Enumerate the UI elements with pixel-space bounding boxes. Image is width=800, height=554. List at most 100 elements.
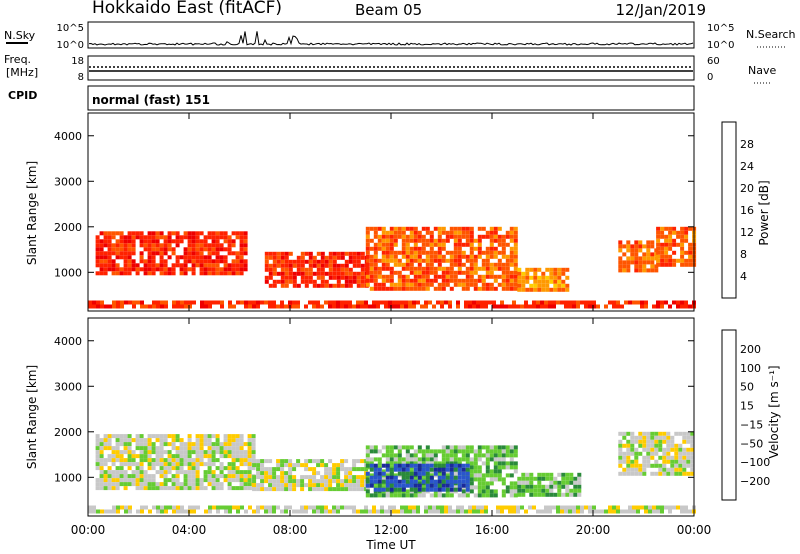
power-cell (618, 256, 623, 261)
power-cell (528, 304, 532, 309)
velocity-cell (292, 509, 296, 514)
power-cell (320, 251, 325, 256)
power-cell (276, 304, 280, 309)
power-cell (501, 254, 506, 259)
power-cell (592, 300, 596, 305)
velocity-cell (139, 450, 144, 455)
velocity-cell (413, 461, 418, 466)
velocity-cell (360, 487, 365, 492)
velocity-cell (377, 475, 382, 480)
velocity-cell (247, 482, 252, 487)
velocity-cell (127, 450, 132, 455)
nsearch-tick-bottom: 10^0 (707, 40, 734, 51)
velocity-cell (332, 475, 337, 480)
velocity-cell (365, 483, 370, 488)
velocity-cell (678, 431, 683, 436)
velocity-cell (183, 446, 188, 451)
power-cell (660, 258, 665, 263)
velocity-cell (413, 463, 418, 468)
power-cell (497, 250, 502, 255)
velocity-cell (199, 486, 204, 491)
velocity-cell (421, 453, 426, 458)
power-cell (115, 251, 120, 256)
velocity-cell (139, 474, 144, 479)
velocity-cell (175, 462, 180, 467)
x-tick-label: 16:00 (475, 523, 510, 537)
power-cell (156, 300, 160, 305)
velocity-cell (215, 474, 220, 479)
velocity-cell (670, 443, 675, 448)
power-cell (304, 251, 309, 256)
velocity-colorbar-tick: 50 (740, 381, 754, 394)
power-cell (167, 271, 172, 276)
velocity-cell (107, 446, 112, 451)
velocity-cell (670, 435, 675, 440)
velocity-cell (123, 442, 128, 447)
velocity-cell (626, 443, 631, 448)
velocity-cell (377, 487, 382, 492)
velocity-cell (231, 478, 236, 483)
velocity-cell (461, 445, 466, 450)
velocity-cell (308, 483, 313, 488)
velocity-cell (252, 475, 257, 480)
velocity-cell (139, 482, 144, 487)
power-cell (215, 251, 220, 256)
velocity-cell (401, 483, 406, 488)
power-cell (489, 254, 494, 259)
velocity-cell (163, 486, 168, 491)
power-cell (296, 283, 301, 288)
velocity-cell (401, 461, 406, 466)
power-cell (143, 235, 148, 240)
power-cell (296, 259, 301, 264)
power-cell (231, 251, 236, 256)
power-cell (207, 259, 212, 264)
velocity-cell (195, 438, 200, 443)
velocity-cell (377, 467, 382, 472)
power-cell (517, 271, 522, 276)
x-axis-label: Time UT (365, 538, 416, 552)
velocity-cell (119, 454, 124, 459)
velocity-cell (630, 443, 635, 448)
velocity-cell (147, 454, 152, 459)
power-cell (626, 240, 631, 245)
velocity-cell (468, 509, 472, 514)
velocity-cell (95, 466, 100, 471)
power-cell (139, 259, 144, 264)
velocity-cell (163, 478, 168, 483)
power-cell (417, 238, 422, 243)
velocity-cell (634, 435, 639, 440)
velocity-cell (509, 481, 514, 486)
velocity-cell (425, 453, 430, 458)
velocity-cell (316, 483, 321, 488)
power-cell (344, 251, 349, 256)
power-cell (664, 246, 669, 251)
velocity-cell (377, 465, 382, 470)
velocity-cell (344, 483, 349, 488)
velocity-cell (119, 470, 124, 475)
power-cell (99, 259, 104, 264)
velocity-cell (385, 475, 390, 480)
power-cell (364, 300, 368, 305)
power-cell (481, 282, 486, 287)
velocity-cell (561, 484, 566, 489)
velocity-cell (521, 484, 526, 489)
velocity-cell (556, 509, 560, 514)
power-cell (493, 234, 498, 239)
power-cell (88, 304, 92, 309)
velocity-cell (433, 463, 438, 468)
velocity-cell (537, 472, 542, 477)
velocity-cell (433, 493, 438, 498)
power-cell (232, 304, 236, 309)
power-cell (120, 300, 124, 305)
velocity-cell (312, 505, 316, 510)
velocity-cell (135, 482, 140, 487)
velocity-cell (352, 509, 356, 514)
power-cell (328, 263, 333, 268)
power-cell (626, 268, 631, 273)
power-cell (223, 239, 228, 244)
velocity-cell (473, 453, 478, 458)
velocity-cell (179, 470, 184, 475)
velocity-cell (497, 461, 502, 466)
power-cell (576, 300, 580, 305)
velocity-cell (461, 483, 466, 488)
